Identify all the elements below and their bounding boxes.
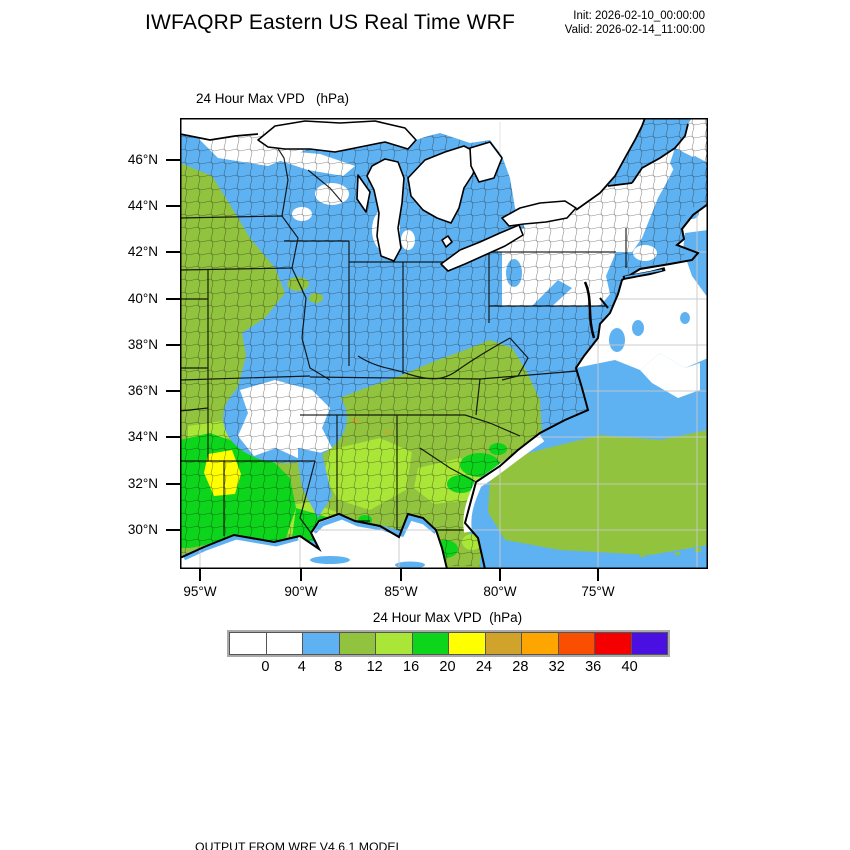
y-tick-mark (166, 390, 180, 392)
colorbar-tick-label: 20 (439, 659, 456, 675)
colorbar-tick-label: 28 (512, 659, 529, 675)
y-tick-label: 32°N (127, 476, 158, 491)
canada-region (180, 118, 689, 228)
init-time: Init: 2026-02-10_00:00:00 (573, 10, 705, 22)
y-tick-mark (166, 298, 180, 300)
coastline (180, 203, 708, 569)
lake-ontario (501, 200, 577, 227)
colorbar-cell (631, 633, 667, 654)
y-tick-label: 44°N (127, 198, 158, 213)
valid-time: Valid: 2026-02-14_11:00:00 (564, 24, 705, 36)
y-tick-mark (166, 483, 180, 485)
colorbar-cell (376, 633, 413, 654)
y-tick-label: 40°N (127, 291, 158, 306)
colorbar-tick-label: 40 (621, 659, 638, 675)
y-tick-label: 38°N (127, 337, 158, 352)
colorbar-cell (339, 633, 376, 654)
y-tick-label: 30°N (127, 522, 158, 537)
colorbar-tick-label: 32 (548, 659, 565, 675)
colorbar-title: 24 Hour Max VPD (hPa) (372, 610, 523, 625)
y-tick-mark (166, 344, 180, 346)
map-border (180, 118, 708, 569)
colorbar-tick-label: 16 (403, 659, 420, 675)
colorbar-tick-label: 0 (261, 659, 270, 675)
x-tick-label: 90°W (284, 584, 318, 599)
x-tick-label: 80°W (483, 584, 517, 599)
colorbar-cell (485, 633, 522, 654)
lake-superior (257, 120, 417, 153)
footer-line1: OUTPUT FROM WRF V4.6.1 MODEL (195, 840, 403, 850)
x-tick-mark (597, 569, 599, 581)
x-tick-mark (499, 569, 501, 581)
great-lakes (257, 120, 577, 272)
chesapeake-bay (583, 281, 596, 339)
atlantic-ocean (463, 204, 708, 569)
run-info: Init: 2026-02-10_00:00:00 Valid: 2026-02… (460, 9, 705, 37)
colorbar-tick-label: 4 (297, 659, 306, 675)
colorbar-tick-label: 24 (475, 659, 492, 675)
colorbar-cell (558, 633, 595, 654)
y-tick-mark (166, 529, 180, 531)
canada-border (180, 118, 689, 211)
colorbar-tick-label: 8 (334, 659, 343, 675)
lake-michigan (366, 158, 405, 262)
colorbar-cell (412, 633, 449, 654)
x-tick-mark (199, 569, 201, 581)
model-footer: OUTPUT FROM WRF V4.6.1 MODEL WE = 310 ; … (195, 814, 679, 850)
y-tick-mark (166, 159, 180, 161)
colorbar-tick-label: 36 (585, 659, 602, 675)
gulf-of-mexico (180, 514, 447, 569)
delaware-bay (599, 297, 609, 309)
y-tick-label: 34°N (127, 429, 158, 444)
georgian-bay (469, 141, 503, 183)
state-borders (180, 135, 627, 536)
map-canvas (180, 118, 708, 569)
y-tick-mark (166, 251, 180, 253)
green-bay (356, 174, 371, 213)
x-tick-mark (400, 569, 402, 581)
lake-erie (440, 224, 524, 272)
x-tick-label: 85°W (384, 584, 418, 599)
x-tick-mark (300, 569, 302, 581)
colorbar-cell (303, 633, 340, 654)
colorbar-cell (522, 633, 559, 654)
x-tick-label: 75°W (581, 584, 615, 599)
colorbar-cell (230, 633, 267, 654)
colorbar-cell (449, 633, 486, 654)
x-tick-label: 95°W (183, 584, 217, 599)
y-tick-mark (166, 436, 180, 438)
y-tick-label: 36°N (127, 383, 158, 398)
lake-st-clair (441, 235, 453, 248)
colorbar-cell (595, 633, 632, 654)
lake-huron (407, 145, 480, 224)
y-tick-label: 46°N (127, 152, 158, 167)
colorbar-tick-label: 12 (366, 659, 383, 675)
map-panel-title: 24 Hour Max VPD (hPa) (196, 91, 350, 106)
page-title: IWFAQRP Eastern US Real Time WRF (144, 11, 516, 34)
y-tick-mark (166, 205, 180, 207)
y-tick-label: 42°N (127, 244, 158, 259)
colorbar-cell (266, 633, 303, 654)
colorbar (227, 630, 670, 657)
